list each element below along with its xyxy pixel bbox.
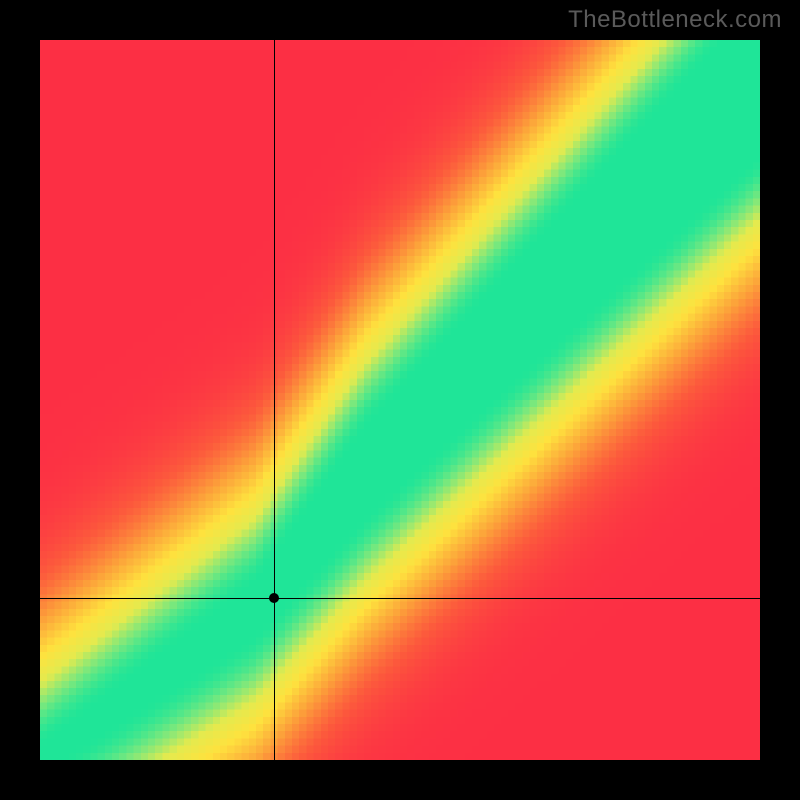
- watermark-text: TheBottleneck.com: [568, 6, 782, 34]
- crosshair-marker: [269, 593, 279, 603]
- heatmap-plot-area: [40, 40, 760, 760]
- chart-container: TheBottleneck.com: [0, 0, 800, 800]
- heatmap-canvas: [40, 40, 760, 760]
